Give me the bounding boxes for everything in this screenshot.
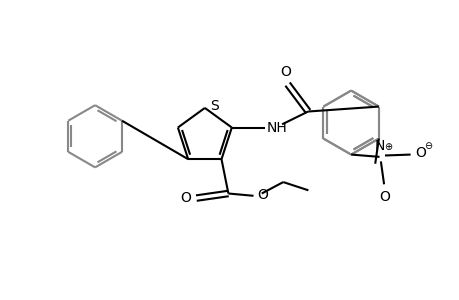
Text: ⊖: ⊖ bbox=[423, 141, 431, 151]
Text: O: O bbox=[279, 64, 290, 79]
Text: S: S bbox=[210, 99, 218, 112]
Text: O: O bbox=[414, 146, 425, 160]
Text: ⊕: ⊕ bbox=[384, 142, 392, 152]
Text: O: O bbox=[179, 191, 190, 205]
Text: O: O bbox=[379, 190, 390, 204]
Text: NH: NH bbox=[266, 121, 287, 134]
Text: O: O bbox=[257, 188, 268, 202]
Text: N: N bbox=[374, 139, 384, 153]
